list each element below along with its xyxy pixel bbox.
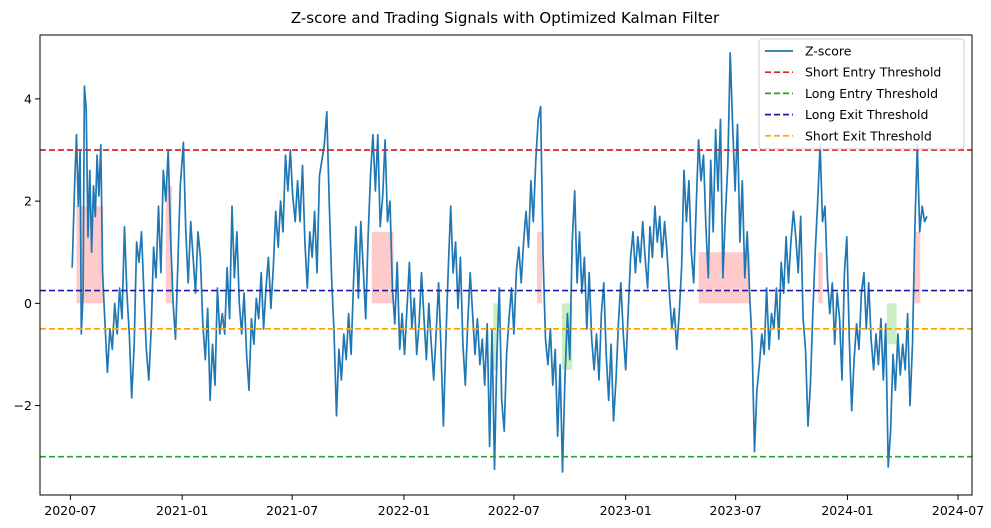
- long-signal-region-9: [886, 303, 897, 345]
- y-tick-label: −2: [14, 398, 32, 413]
- legend-box: [758, 38, 965, 150]
- y-tick-label: 2: [24, 194, 32, 209]
- x-tick-label: 2021-01: [156, 503, 208, 518]
- legend-label: Long Entry Threshold: [805, 86, 938, 101]
- x-tick-label: 2020-07: [44, 503, 96, 518]
- x-tick-label: 2022-07: [488, 503, 540, 518]
- x-tick-label: 2022-01: [378, 503, 430, 518]
- short-signal-region-3: [536, 231, 542, 304]
- z-score-line: [71, 52, 928, 473]
- legend: Z-score Short Entry Threshold Long Entry T…: [758, 38, 965, 150]
- x-tick-label: 2023-07: [710, 503, 762, 518]
- x-tick-label: 2023-01: [600, 503, 652, 518]
- short-signal-region-5: [818, 252, 823, 304]
- chart-title: Z-score and Trading Signals with Optimiz…: [291, 9, 720, 27]
- legend-label: Long Exit Threshold: [805, 107, 928, 122]
- y-tick-label: 4: [24, 91, 32, 106]
- y-tick-label: 0: [24, 296, 32, 311]
- x-tick-label: 2024-07: [932, 503, 984, 518]
- long-signal-region-7: [493, 303, 499, 370]
- plot-frame: [39, 34, 973, 496]
- legend-label: Short Entry Threshold: [805, 65, 941, 80]
- short-signal-region-2: [371, 231, 394, 304]
- x-axis: 2020-07 2021-01 2021-07 2022-01 2022-07 2023-…: [44, 495, 984, 518]
- x-tick-label: 2021-07: [266, 503, 318, 518]
- legend-label: Short Exit Threshold: [805, 128, 932, 143]
- short-signal-region-1: [165, 185, 172, 304]
- x-tick-label: 2024-01: [821, 503, 873, 518]
- short-signal-region-6: [914, 231, 921, 304]
- legend-label: Z-score: [805, 44, 852, 59]
- plot-area: [39, 34, 973, 496]
- y-axis: −2 0 2 4: [14, 91, 40, 413]
